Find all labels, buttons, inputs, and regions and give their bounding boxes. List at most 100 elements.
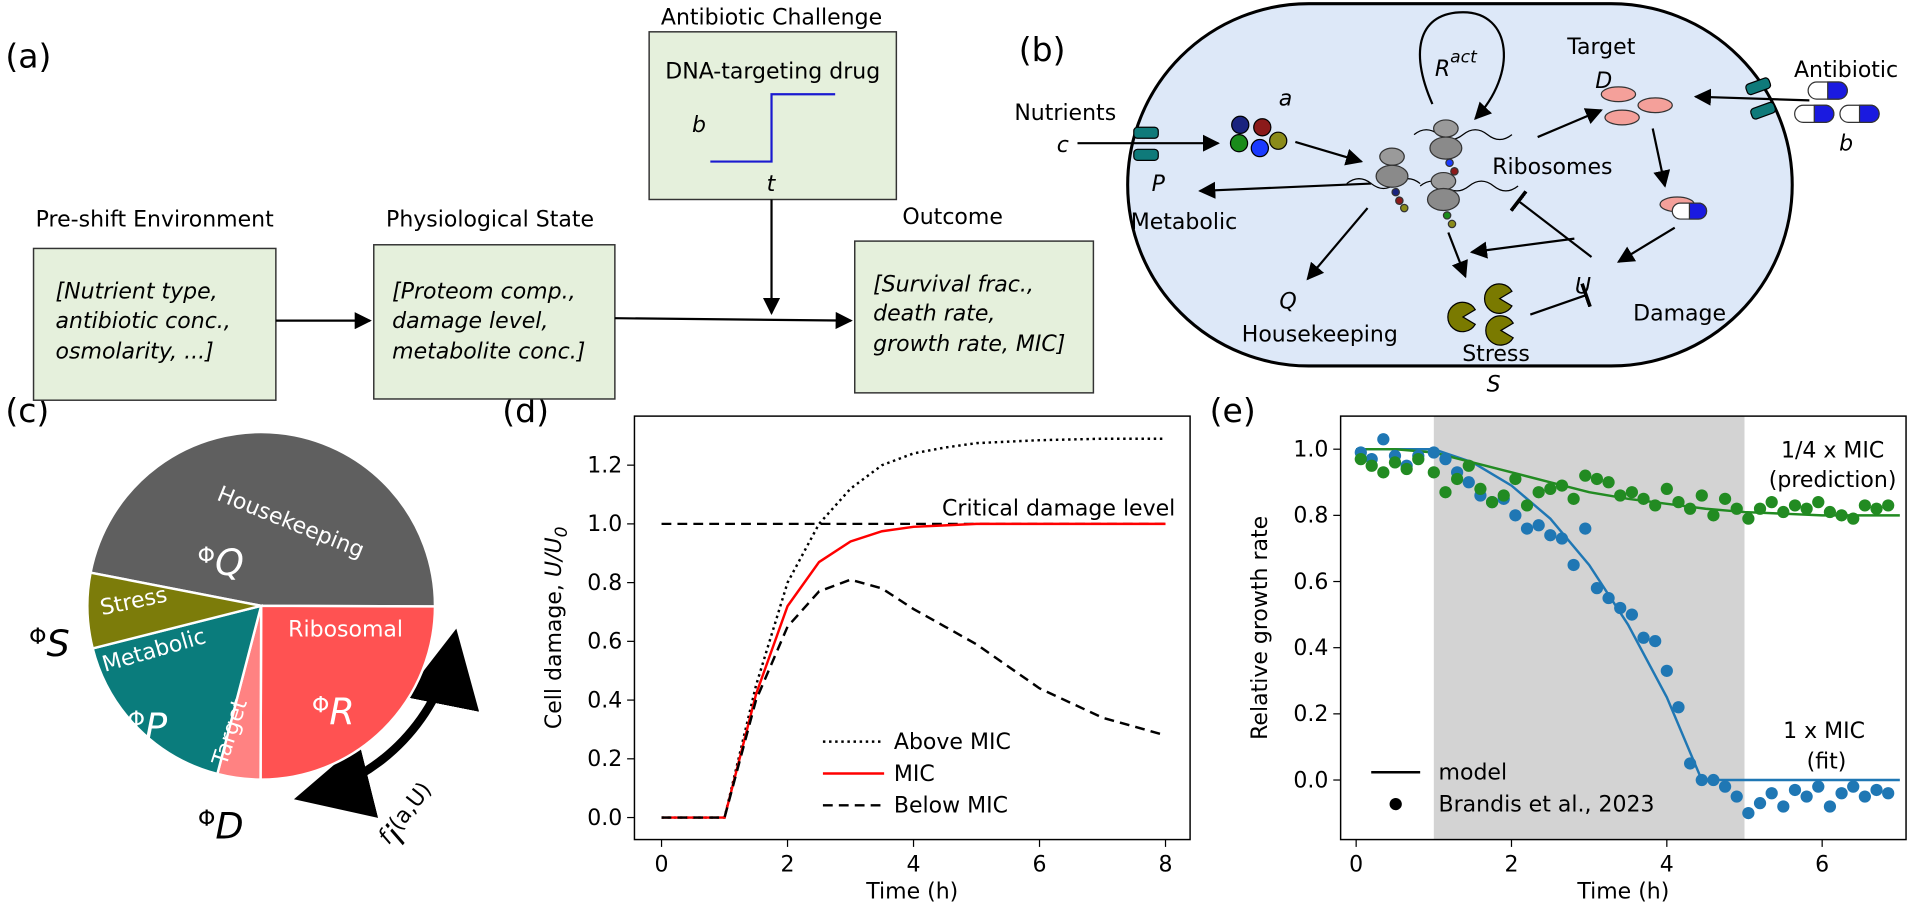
annotation: (prediction)	[1769, 468, 1897, 493]
arrow	[1306, 207, 1369, 281]
data-point	[1742, 512, 1755, 525]
data-point	[1660, 664, 1673, 677]
stage-box	[373, 244, 616, 400]
y-tick-label: 0.6	[587, 630, 622, 655]
data-point	[1753, 797, 1767, 810]
data-point	[1660, 482, 1673, 496]
data-point	[1858, 790, 1871, 803]
chain-bead	[1450, 167, 1459, 176]
legend-label: Below MIC	[894, 794, 1008, 819]
y-tick-label: 0.0	[587, 806, 622, 831]
data-point	[1532, 519, 1545, 532]
molecule	[1250, 138, 1270, 158]
data-point	[1800, 790, 1813, 803]
ribosome-large	[1429, 136, 1463, 160]
stress-proteins	[1447, 283, 1515, 346]
data-point	[1377, 433, 1390, 446]
y-label-sub: 0	[552, 526, 572, 537]
nutrients-label: Nutrients	[1014, 101, 1116, 126]
data-point	[1765, 496, 1778, 509]
stage-box	[32, 247, 277, 401]
nutrients-symbol: c	[1057, 133, 1069, 158]
data-point	[1695, 489, 1708, 502]
stress-protein	[1447, 301, 1477, 333]
data-point	[1707, 509, 1720, 522]
data-point	[1672, 496, 1685, 509]
chain-bead	[1442, 211, 1452, 220]
ribosome-large	[1375, 164, 1409, 188]
chain-bead	[1447, 219, 1457, 229]
data-point	[1567, 492, 1580, 505]
data-point	[1412, 453, 1425, 466]
panel-label: (a)	[5, 36, 51, 75]
target-molecule	[1637, 97, 1673, 114]
annotation: (fit)	[1807, 750, 1847, 775]
data-point	[1520, 522, 1534, 535]
stage-text: antibiotic conc.,	[56, 309, 231, 334]
series-line	[661, 522, 1166, 819]
data-point	[1707, 773, 1720, 787]
data-point	[1765, 787, 1778, 800]
chain-bead	[1445, 158, 1454, 168]
data-point	[1462, 459, 1475, 472]
antibiotic-capsules	[1794, 81, 1880, 123]
molecule	[1269, 131, 1288, 150]
plot-frame	[633, 415, 1191, 841]
challenge-box-title: DNA-targeting drug	[665, 59, 880, 84]
y-label-text: Relative growth rate	[1248, 516, 1273, 740]
step-x-symbol: t	[767, 172, 777, 197]
data-point	[1788, 783, 1802, 797]
target-molecule	[1604, 109, 1640, 126]
allocation-label: fi(a,U)	[373, 777, 448, 858]
y-tick-label: 1.2	[587, 453, 622, 478]
flow-arrow	[614, 311, 853, 330]
molecule	[1229, 134, 1249, 153]
molecule	[1253, 118, 1272, 137]
molecule	[1231, 115, 1250, 135]
data-point	[1672, 701, 1685, 714]
chain-bead	[1391, 187, 1400, 197]
stage-title: Physiological State	[386, 207, 594, 232]
data-point	[1509, 472, 1522, 486]
active-ribosome-symbol: Ract	[1435, 47, 1478, 81]
stress-symbol: S	[1487, 373, 1501, 398]
data-point	[1462, 476, 1475, 489]
data-point	[1365, 459, 1378, 472]
y-tick-label: 0.6	[1293, 570, 1328, 595]
data-point	[1718, 780, 1732, 793]
inhibition	[1529, 282, 1592, 316]
symbol: R	[1435, 57, 1450, 82]
amino-acid-symbol: a	[1279, 86, 1293, 111]
data-point	[1625, 486, 1638, 499]
superscript: act	[1450, 47, 1478, 67]
transporter	[1133, 148, 1159, 161]
legend-label: Above MIC	[894, 730, 1011, 755]
data-point	[1823, 505, 1837, 519]
data-point	[1800, 502, 1813, 515]
x-tick-label: 0	[655, 852, 669, 877]
data-point	[1602, 476, 1615, 489]
pie-slice	[86, 571, 262, 650]
ribosome-small	[1433, 119, 1459, 138]
data-point	[1427, 446, 1440, 459]
stage-text: [Survival frac.,	[873, 272, 1034, 297]
plot-frame	[1339, 415, 1907, 841]
capsule-half	[1813, 104, 1835, 123]
data-point	[1847, 512, 1860, 525]
x-axis-label: Time (h)	[865, 879, 958, 904]
data-point	[1439, 486, 1452, 499]
x-tick-label: 8	[1159, 852, 1173, 877]
data-point	[1777, 505, 1790, 519]
housekeeping-symbol: Q	[1279, 289, 1296, 314]
step-y-symbol: b	[692, 113, 706, 138]
series-line	[661, 578, 1166, 819]
x-tick-label: 6	[1033, 852, 1047, 877]
symbol-base: Φ	[128, 708, 145, 733]
pie-slice	[91, 604, 263, 776]
inhibition	[1509, 190, 1593, 258]
data-point	[1590, 582, 1604, 595]
y-tick-label: 0.2	[1293, 702, 1328, 727]
target-molecule	[1600, 86, 1637, 103]
data-point	[1788, 499, 1802, 512]
